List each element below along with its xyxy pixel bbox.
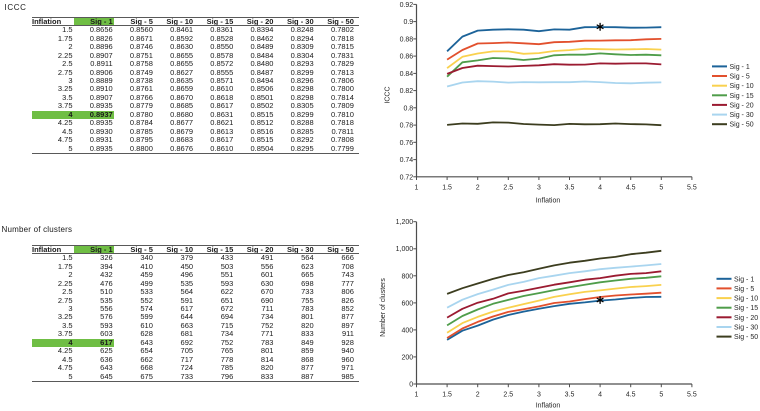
svg-text:Sig - 15: Sig - 15 [730, 93, 754, 100]
svg-text:3.5: 3.5 [565, 184, 575, 191]
svg-text:0.76: 0.76 [400, 140, 414, 147]
svg-text:0.92: 0.92 [400, 2, 414, 9]
svg-text:4.5: 4.5 [626, 392, 636, 399]
svg-text:Inflation: Inflation [536, 403, 561, 410]
svg-text:0.86: 0.86 [400, 54, 414, 61]
svg-text:Sig - 15: Sig - 15 [734, 305, 758, 312]
svg-text:Sig - 20: Sig - 20 [734, 315, 758, 322]
svg-text:Sig - 30: Sig - 30 [730, 112, 754, 119]
svg-text:4: 4 [598, 184, 602, 191]
svg-text:600: 600 [402, 300, 414, 307]
svg-text:Sig - 50: Sig - 50 [730, 122, 754, 129]
svg-text:Sig - 10: Sig - 10 [734, 296, 758, 303]
svg-text:0.8: 0.8 [403, 105, 413, 112]
svg-text:5.5: 5.5 [687, 184, 697, 191]
svg-text:0.72: 0.72 [400, 174, 414, 181]
svg-text:0.82: 0.82 [400, 88, 414, 95]
svg-text:Sig - 30: Sig - 30 [734, 325, 758, 332]
svg-text:1,200: 1,200 [396, 219, 414, 226]
svg-text:200: 200 [402, 354, 414, 361]
svg-text:ICCC: ICCC [385, 86, 392, 103]
svg-text:1: 1 [415, 184, 419, 191]
svg-text:Inflation: Inflation [536, 198, 561, 205]
svg-text:Sig - 5: Sig - 5 [730, 74, 750, 81]
svg-text:0.78: 0.78 [400, 123, 414, 130]
svg-text:800: 800 [402, 273, 414, 280]
svg-text:5: 5 [659, 392, 663, 399]
svg-text:Sig - 10: Sig - 10 [730, 83, 754, 90]
svg-text:Sig - 5: Sig - 5 [734, 286, 754, 293]
svg-text:1: 1 [415, 392, 419, 399]
svg-text:3: 3 [537, 392, 541, 399]
svg-text:2: 2 [476, 392, 480, 399]
svg-text:400: 400 [402, 327, 414, 334]
svg-text:3.5: 3.5 [565, 392, 575, 399]
svg-text:1,000: 1,000 [396, 246, 414, 253]
svg-text:Sig - 50: Sig - 50 [734, 334, 758, 341]
svg-text:2.5: 2.5 [503, 392, 513, 399]
svg-text:2.5: 2.5 [503, 184, 513, 191]
svg-text:0.74: 0.74 [400, 157, 414, 164]
svg-text:4: 4 [598, 392, 602, 399]
svg-text:5: 5 [659, 184, 663, 191]
svg-text:Sig - 20: Sig - 20 [730, 102, 754, 109]
svg-text:5.5: 5.5 [687, 392, 697, 399]
svg-text:0.88: 0.88 [400, 36, 414, 43]
svg-text:0.9: 0.9 [403, 19, 413, 26]
svg-text:Sig - 1: Sig - 1 [734, 276, 754, 283]
svg-text:0.84: 0.84 [400, 71, 414, 78]
svg-text:0: 0 [409, 382, 413, 389]
svg-text:Sig - 1: Sig - 1 [730, 64, 750, 71]
svg-text:2: 2 [476, 184, 480, 191]
svg-text:4.5: 4.5 [626, 184, 636, 191]
svg-text:1.5: 1.5 [442, 184, 452, 191]
svg-text:1.5: 1.5 [442, 392, 452, 399]
svg-text:3: 3 [537, 184, 541, 191]
svg-text:Number of clusters: Number of clusters [380, 278, 387, 337]
